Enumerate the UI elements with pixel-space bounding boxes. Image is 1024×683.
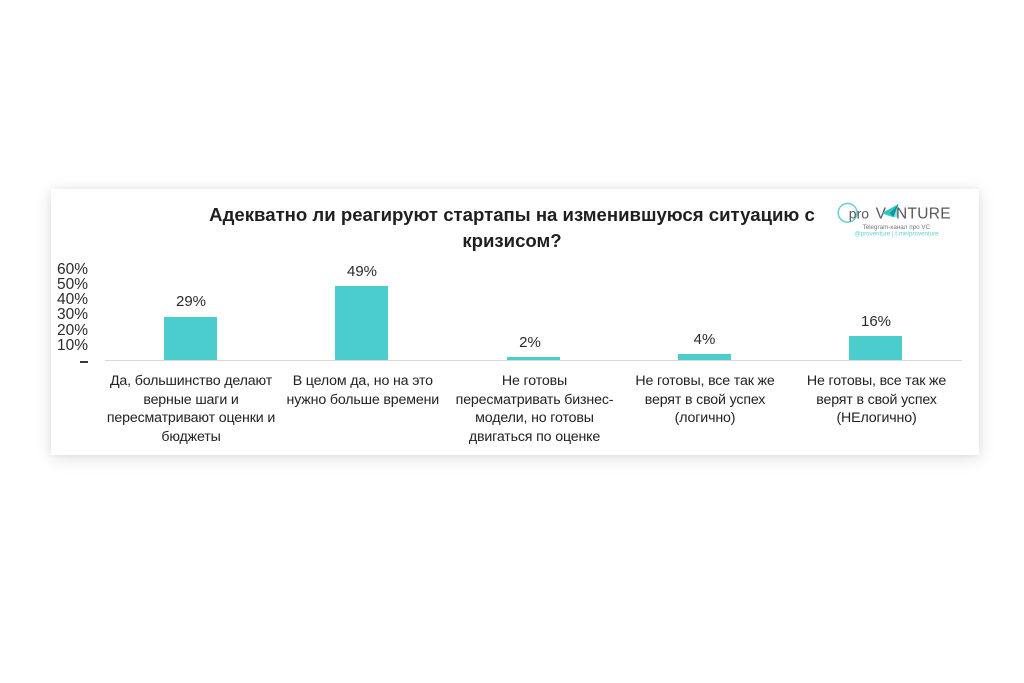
svg-text:NTURE: NTURE: [896, 206, 951, 223]
svg-text:pro: pro: [849, 205, 869, 221]
svg-text:V: V: [876, 205, 887, 222]
svg-text:Telegram-канал про VC: Telegram-канал про VC: [862, 224, 930, 231]
svg-text:@proventure | t.me/proventure: @proventure | t.me/proventure: [854, 231, 939, 238]
